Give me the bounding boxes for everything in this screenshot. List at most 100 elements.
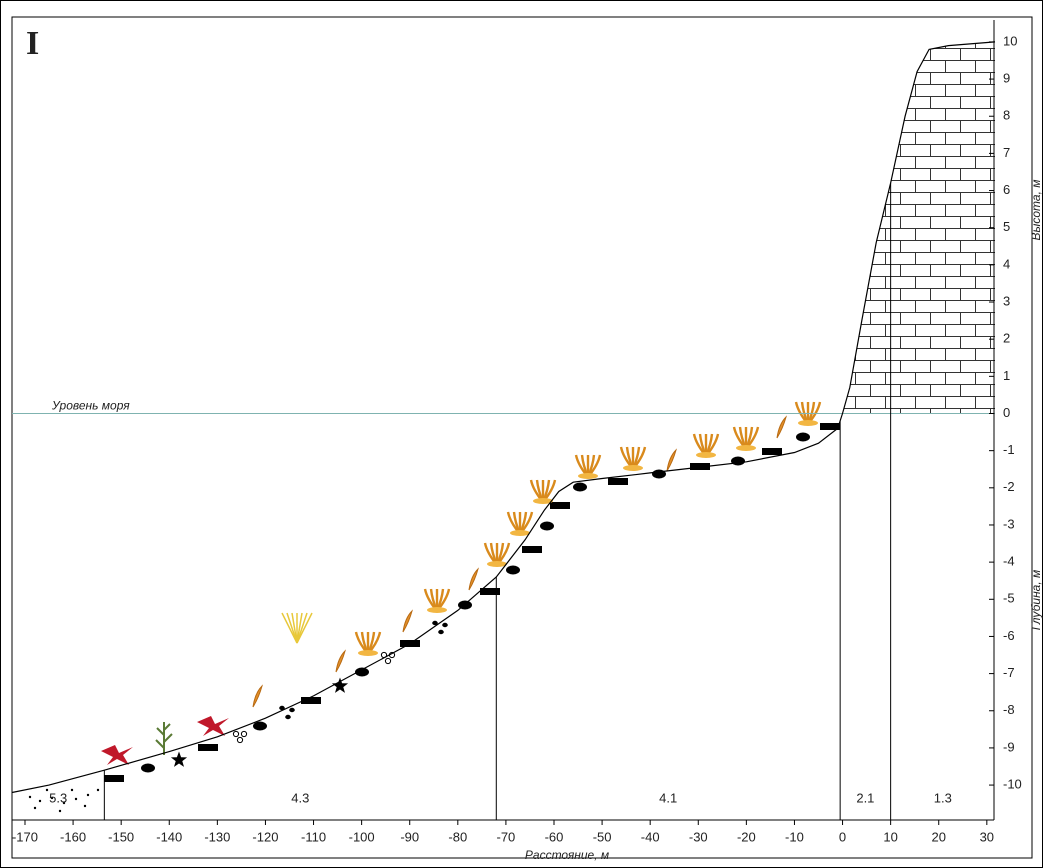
- y-tick-label: 3: [1003, 293, 1010, 308]
- gravel-icon: [289, 708, 295, 712]
- sand-dot: [39, 800, 41, 802]
- chart-title: I: [26, 25, 39, 62]
- x-tick-label: -170: [12, 829, 38, 844]
- y-tick-label: -1: [1003, 442, 1015, 457]
- pebble: [573, 483, 587, 492]
- sand-dot: [29, 796, 31, 798]
- shell-icon: [241, 731, 246, 736]
- y-tick-label: 6: [1003, 182, 1010, 197]
- x-tick-label: -20: [737, 829, 756, 844]
- cliff-hatch: [843, 42, 995, 414]
- y-tick-label: -6: [1003, 628, 1015, 643]
- x-tick-label: -60: [545, 829, 564, 844]
- sea-level-label: Уровень моря: [51, 399, 130, 413]
- x-tick-label: -70: [497, 829, 516, 844]
- coral-base: [623, 465, 643, 471]
- coral-base: [358, 650, 378, 656]
- x-tick-label: -100: [349, 829, 375, 844]
- substrate-bar: [104, 775, 124, 782]
- red-algae: [197, 716, 229, 736]
- coral-base: [578, 473, 598, 479]
- feather-algae: [667, 450, 676, 471]
- x-tick-label: 30: [980, 829, 994, 844]
- y-tick-label: 4: [1003, 256, 1010, 271]
- zone-label: 4.3: [291, 790, 309, 805]
- red-algae: [101, 745, 133, 765]
- y-tick-label: -10: [1003, 777, 1022, 792]
- y-tick-label: -4: [1003, 554, 1015, 569]
- zone-label: 2.1: [856, 790, 874, 805]
- pebble: [540, 522, 554, 531]
- chart: I Расстояние, м Высота, м Глубина, м Уро…: [0, 0, 1043, 868]
- x-tick-label: -150: [108, 829, 134, 844]
- sand-dot: [87, 794, 89, 796]
- y-tick-label: -5: [1003, 591, 1015, 606]
- coral-base: [510, 530, 530, 536]
- coral-base: [736, 445, 756, 451]
- x-tick-label: -10: [785, 829, 804, 844]
- sand-dot: [34, 807, 36, 809]
- y-tick-label: 8: [1003, 108, 1010, 123]
- coral-base: [798, 420, 818, 426]
- shell-icon: [385, 658, 390, 663]
- x-tick-label: -120: [252, 829, 278, 844]
- shell-icon: [233, 731, 238, 736]
- sand-dot: [84, 805, 86, 807]
- x-tick-label: 20: [931, 829, 945, 844]
- y-tick-label: -3: [1003, 516, 1015, 531]
- coral-base: [696, 452, 716, 458]
- x-tick-label: -110: [301, 829, 326, 844]
- sand-dot: [97, 789, 99, 791]
- feather-algae: [403, 611, 412, 632]
- y-tick-label: 9: [1003, 71, 1010, 86]
- y-tick-label: 0: [1003, 405, 1010, 420]
- gravel-icon: [442, 623, 448, 627]
- substrate-bar: [522, 546, 542, 553]
- sand-dot: [59, 810, 61, 812]
- x-tick-label: 0: [839, 829, 846, 844]
- x-tick-label: -30: [689, 829, 708, 844]
- substrate-bar: [762, 448, 782, 455]
- zone-label: 1.3: [934, 790, 952, 805]
- x-tick-label: 10: [883, 829, 897, 844]
- y-tick-label: 2: [1003, 331, 1010, 346]
- pebble: [731, 457, 745, 466]
- y-tick-label: -7: [1003, 665, 1015, 680]
- outer-border: [1, 1, 1043, 868]
- feather-algae: [469, 569, 478, 590]
- feather-algae: [336, 651, 345, 672]
- feather-algae: [777, 417, 786, 438]
- y-tick-label: 5: [1003, 219, 1010, 234]
- pebble: [506, 566, 520, 575]
- x-axis-label: Расстояние, м: [525, 848, 609, 862]
- substrate-bar: [550, 502, 570, 509]
- y-tick-label: 7: [1003, 145, 1010, 160]
- x-tick-label: -80: [448, 829, 467, 844]
- sand-dot: [46, 789, 48, 791]
- green-plant: [156, 722, 172, 755]
- zone-label: 5.3: [49, 790, 67, 805]
- habitat-icons: [101, 402, 840, 782]
- pebble: [796, 433, 810, 442]
- feather-algae: [253, 686, 262, 707]
- y-axis-label-top: Высота, м: [1029, 180, 1043, 241]
- y-tick-label: -8: [1003, 702, 1015, 717]
- gravel-icon: [438, 630, 444, 634]
- substrate-bar: [198, 744, 218, 751]
- shell-icon: [237, 737, 242, 742]
- x-tick-label: -160: [60, 829, 86, 844]
- x-tick-label: -140: [156, 829, 182, 844]
- x-tick-label: -40: [641, 829, 660, 844]
- y-axis-label-bottom: Глубина, м: [1029, 570, 1043, 631]
- sand-dot: [75, 798, 77, 800]
- profile-line: [12, 42, 995, 793]
- x-tick-label: -90: [400, 829, 419, 844]
- sand-dot: [71, 789, 73, 791]
- substrate-bar: [608, 478, 628, 485]
- y-tick-label: -9: [1003, 739, 1015, 754]
- zone-label: 4.1: [659, 790, 677, 805]
- y-tick-label: 10: [1003, 33, 1017, 48]
- star-icon: [171, 752, 187, 767]
- y-tick-label: -2: [1003, 479, 1015, 494]
- x-tick-label: -50: [593, 829, 612, 844]
